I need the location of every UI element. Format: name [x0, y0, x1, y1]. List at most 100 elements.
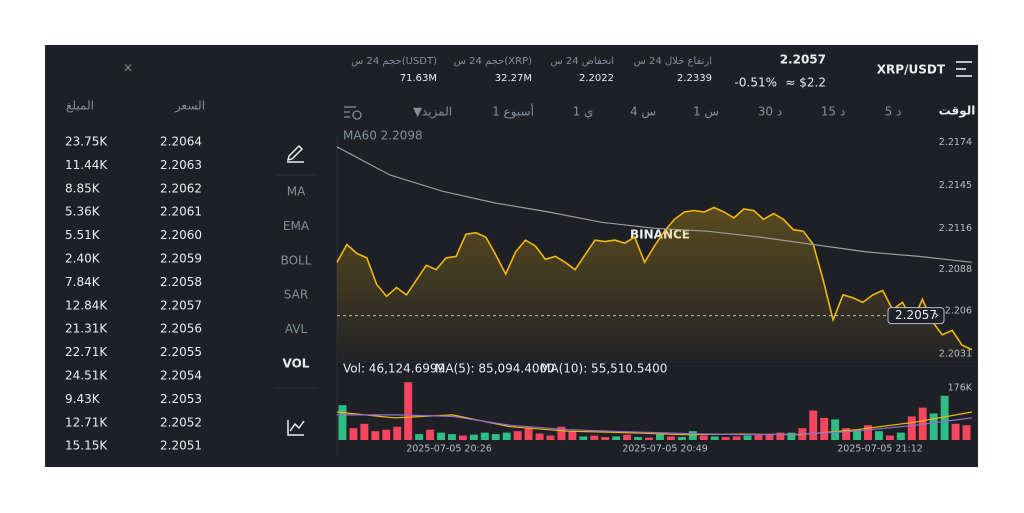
volume-bar [393, 426, 402, 440]
volume-bar [623, 434, 632, 440]
tool-button[interactable]: EMA [283, 219, 310, 233]
volume-bar [754, 434, 763, 440]
y-tick-label: 2.2145 [939, 180, 972, 191]
volume-bar [502, 432, 511, 440]
volume-bar [951, 423, 960, 440]
volume-bar [458, 435, 467, 440]
order-amount: 22.71K [65, 345, 108, 359]
volume-bar [437, 432, 445, 440]
volume-legend: MA(5): 85,094.4000 [435, 362, 555, 376]
order-price: 2.2056 [160, 322, 202, 336]
timeframe-tab[interactable]: 4 س [630, 105, 656, 120]
volume-bar [426, 429, 435, 440]
timeframe-tab[interactable]: المزيد [422, 105, 452, 120]
order-amount: 12.84K [65, 298, 108, 312]
volume-bar [546, 435, 555, 440]
tool-button[interactable]: MA [287, 185, 306, 199]
volume-bar [601, 437, 610, 440]
volume-bar [699, 435, 708, 440]
stat-label: انخفاض 24 س [550, 56, 614, 67]
fiat-price: ≈ $2.2 [785, 76, 826, 90]
order-price: 2.2051 [160, 439, 202, 453]
volume-bar [579, 436, 588, 440]
volume-bar [962, 425, 971, 440]
timeframe-tab[interactable]: الوقت [939, 104, 976, 119]
order-price: 2.2060 [160, 228, 202, 242]
timeframe-tab[interactable]: 1 س [693, 105, 719, 120]
last-price-tag-text: 2.2057 [895, 308, 937, 322]
volume-bar [513, 431, 522, 440]
volume-bar [349, 428, 358, 440]
price-line [336, 206, 973, 351]
volume-bar [645, 437, 653, 440]
timeframe-tab[interactable]: 1 ي [573, 105, 594, 119]
volume-bar [590, 435, 599, 440]
tool-button[interactable]: SAR [284, 288, 308, 302]
order-amount: 11.44K [65, 158, 108, 172]
volume-bar [557, 426, 566, 440]
close-button[interactable]: × [123, 61, 133, 75]
volume-bar [677, 437, 686, 440]
tool-button[interactable]: BOLL [281, 253, 312, 267]
last-price-tag[interactable] [887, 307, 945, 325]
volume-bar [721, 437, 730, 440]
order-amount: 23.75K [65, 135, 108, 149]
price-change: -0.51% [735, 76, 777, 90]
timeframe-tab[interactable]: 5 د [885, 105, 902, 119]
volume-bar [612, 436, 621, 440]
menu-icon[interactable] [956, 61, 972, 77]
x-tick-label: 2025-07-05 20:26 [406, 444, 492, 455]
order-amount: 8.85K [65, 181, 101, 195]
volume-bar [568, 431, 577, 440]
timeframe-tab[interactable]: 15 د [821, 105, 845, 119]
ma-label: MA60 2.2098 [343, 129, 423, 143]
volume-bar [864, 425, 872, 440]
volume-bar [929, 413, 938, 440]
order-price: 2.2055 [160, 345, 202, 359]
volume-bar [480, 432, 489, 440]
stat-value: 32.27M [495, 73, 532, 84]
volume-bar [524, 428, 533, 440]
settings-icon[interactable] [344, 106, 362, 120]
volume-bar [874, 431, 883, 440]
volume-bar [656, 434, 664, 440]
order-amount: 5.51K [65, 228, 101, 242]
tool-button[interactable]: VOL [283, 357, 310, 371]
volume-bar [940, 395, 949, 440]
volume-bar [831, 419, 840, 440]
volume-bar [688, 431, 697, 440]
volume-bar [907, 416, 916, 440]
volume-bar [853, 429, 862, 440]
timeframe-tab[interactable]: 1 أسبوع [492, 104, 534, 120]
volume-legend: Vol: 46,124.6999 [343, 362, 445, 376]
order-price: 2.2058 [160, 275, 202, 289]
order-price: 2.2062 [160, 181, 202, 195]
volume-bar [360, 423, 369, 440]
y-tick-label: 2.206 [945, 306, 972, 317]
volume-bar [447, 434, 456, 440]
order-amount: 24.51K [65, 369, 108, 383]
order-price: 2.2054 [160, 369, 202, 383]
volume-bar [415, 434, 424, 440]
volume-bar [765, 434, 774, 440]
tool-button[interactable]: AVL [285, 322, 308, 336]
order-amount: 9.43K [65, 392, 101, 406]
order-amount: 15.15K [65, 439, 108, 453]
indicator-icon[interactable] [287, 420, 305, 436]
order-amount: 12.71K [65, 415, 108, 429]
draw-icon[interactable] [286, 144, 304, 163]
stat-label: حجم 24 س(XRP) [454, 56, 532, 67]
volume-bar [809, 410, 818, 440]
order-amount: 21.31K [65, 322, 108, 336]
x-tick-label: 2025-07-05 21:12 [837, 444, 923, 455]
volume-bar [634, 437, 643, 440]
volume-bar [896, 432, 905, 440]
volume-bar [371, 431, 380, 440]
timeframe-tab[interactable]: 30 د [758, 105, 782, 119]
stat-value: 2.2339 [677, 73, 712, 84]
app-panel [45, 45, 978, 467]
order-price: 2.2052 [160, 415, 202, 429]
volume-bar [404, 382, 413, 440]
